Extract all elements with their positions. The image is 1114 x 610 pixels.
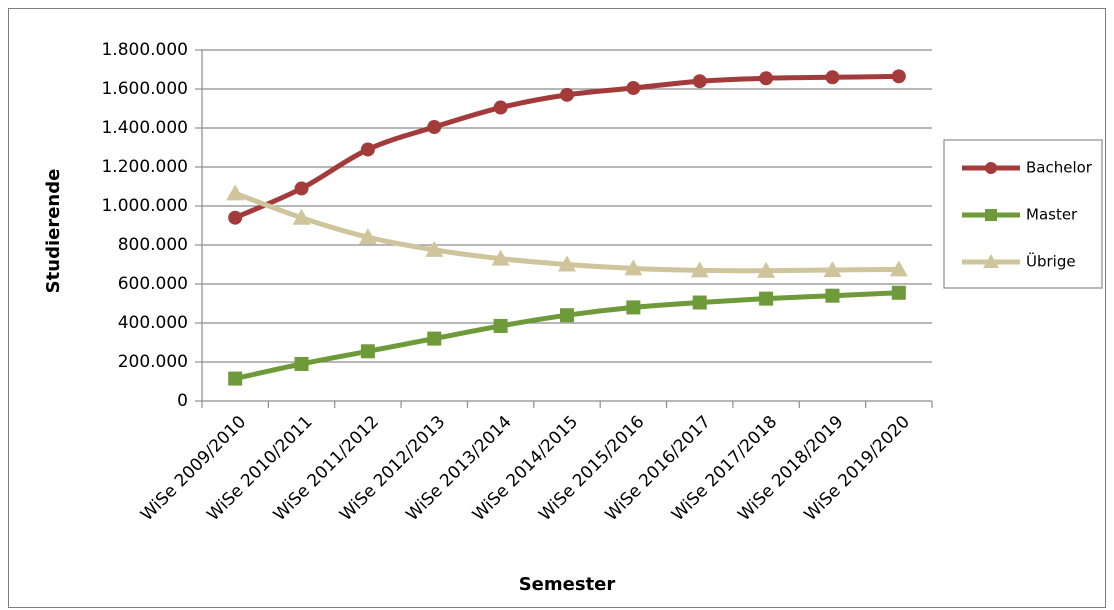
- legend-label-master: Master: [1026, 206, 1078, 224]
- point-master-1: [294, 356, 309, 371]
- legend: Bachelor Master Übrige: [943, 139, 1103, 289]
- series-line-master: [234, 290, 899, 382]
- point-bachelor-5: [560, 87, 574, 102]
- axes: [195, 49, 933, 408]
- point--brige-7: [690, 261, 709, 278]
- legend-label--brige: Übrige: [1026, 252, 1076, 271]
- point-bachelor-4: [493, 100, 508, 115]
- y-tick-label-0: 0: [177, 391, 188, 411]
- legend-label-bachelor: Bachelor: [1026, 159, 1093, 177]
- point--brige-10: [889, 260, 908, 277]
- y-tick-label-2: 400.000: [118, 313, 188, 333]
- y-tick-label-9: 1.800.000: [101, 40, 188, 60]
- point-master-9: [825, 288, 840, 303]
- point--brige-2: [358, 228, 377, 245]
- point-master-4: [493, 318, 508, 333]
- y-tick-label-8: 1.600.000: [101, 79, 188, 99]
- point--brige-9: [823, 260, 842, 277]
- point-master-8: [759, 291, 774, 306]
- point--brige-8: [757, 261, 776, 278]
- point-master-6: [626, 300, 641, 315]
- point-bachelor-2: [360, 142, 375, 157]
- chart-frame: [8, 8, 1106, 608]
- point-master-10: [891, 285, 906, 300]
- point-bachelor-0: [228, 210, 243, 225]
- point--brige-4: [491, 249, 510, 266]
- point-bachelor-6: [626, 81, 641, 96]
- series-lines: [226, 69, 908, 386]
- point-master-3: [427, 331, 442, 346]
- y-tick-labels: 0 200.000 400.000 600.000 800.000 1.000.000 1.…: [101, 40, 188, 411]
- point-bachelor-1: [294, 181, 309, 196]
- point-bachelor-8: [759, 71, 774, 86]
- legend-marker-master: [985, 209, 997, 221]
- y-tick-label-6: 1.200.000: [101, 157, 188, 177]
- point-master-5: [560, 308, 574, 323]
- point--brige-0: [226, 184, 245, 201]
- y-axis-title: Studierende: [43, 169, 64, 294]
- point--brige-5: [558, 255, 576, 272]
- y-tick-label-4: 800.000: [118, 235, 188, 255]
- legend-marker-bachelor: [985, 162, 997, 174]
- point--brige-6: [624, 259, 643, 276]
- y-tick-label-3: 600.000: [118, 274, 188, 294]
- point-bachelor-7: [692, 74, 707, 89]
- y-tick-label-7: 1.400.000: [101, 118, 188, 138]
- point-master-2: [360, 344, 375, 359]
- point-bachelor-10: [891, 69, 906, 84]
- point-master-7: [692, 295, 707, 310]
- point-master-0: [228, 371, 243, 386]
- x-axis-title: Semester: [519, 574, 616, 595]
- point-bachelor-9: [825, 70, 840, 85]
- point-bachelor-3: [427, 120, 442, 135]
- y-tick-label-1: 200.000: [118, 352, 188, 372]
- legend-marker--brige: [983, 254, 999, 268]
- point--brige-3: [425, 240, 444, 257]
- point--brige-1: [292, 208, 311, 225]
- y-tick-label-5: 1.000.000: [101, 196, 188, 216]
